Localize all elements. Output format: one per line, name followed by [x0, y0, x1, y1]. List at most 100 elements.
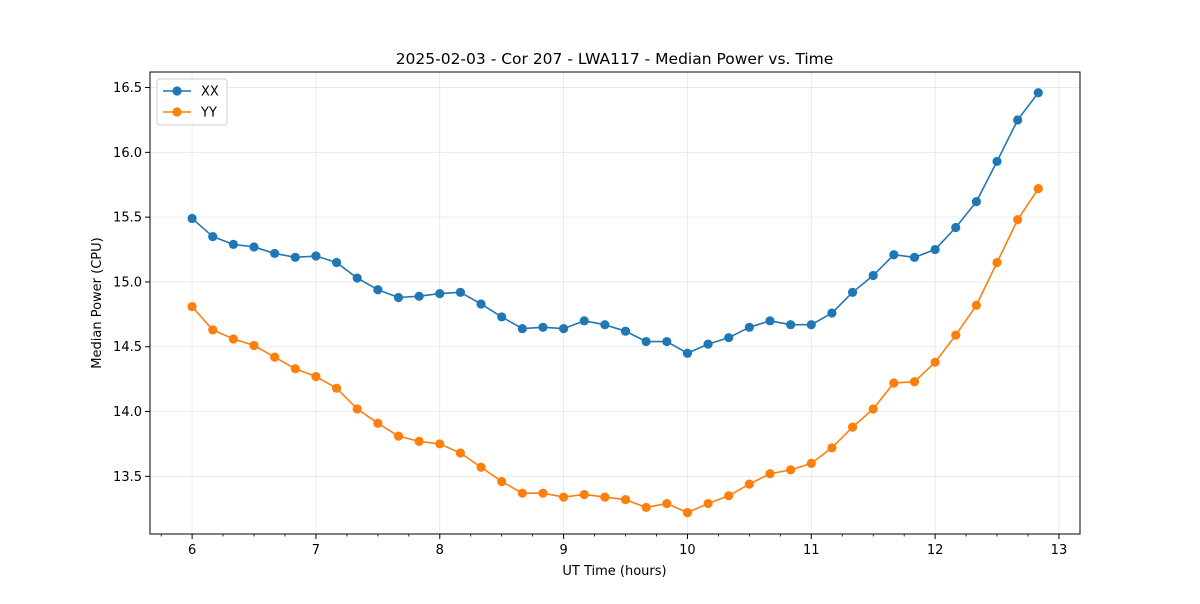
data-point-xx [703, 339, 713, 349]
legend-label: YY [200, 106, 217, 121]
data-point-yy [208, 325, 218, 335]
plot-frame [149, 71, 1081, 535]
y-axis-label: Median Power (CPU) [90, 237, 105, 368]
data-point-xx [724, 333, 734, 343]
data-point-xx [600, 320, 610, 330]
y-tick-label: 16.0 [113, 146, 142, 161]
data-point-xx [951, 222, 961, 233]
data-point-yy [249, 340, 259, 351]
data-point-yy [724, 491, 734, 501]
data-point-xx [909, 252, 920, 262]
x-tick-label: 11 [803, 543, 820, 558]
data-point-yy [538, 488, 548, 498]
data-point-xx [208, 231, 218, 242]
data-point-yy [1013, 215, 1023, 225]
data-point-xx [331, 257, 342, 268]
data-point-xx [682, 348, 693, 358]
data-point-yy [476, 462, 486, 472]
series-yy [187, 184, 1043, 518]
data-point-xx [187, 213, 197, 224]
y-tick-label: 15.5 [113, 211, 142, 226]
x-axis-label: UT Time (hours) [562, 564, 666, 579]
data-point-xx [311, 251, 321, 261]
data-point-yy [187, 301, 197, 312]
legend-marker [172, 86, 182, 96]
data-point-xx [744, 322, 754, 332]
data-point-xx [971, 196, 981, 207]
data-point-xx [538, 322, 548, 332]
data-point-yy [600, 492, 610, 502]
data-point-yy [868, 404, 878, 414]
data-point-xx [393, 292, 404, 303]
data-point-yy [682, 508, 693, 518]
data-point-yy [641, 502, 651, 513]
data-point-yy [992, 257, 1002, 268]
y-tick-label: 14.5 [113, 340, 142, 355]
data-point-yy [806, 458, 816, 468]
data-point-xx [786, 320, 796, 330]
data-point-yy [311, 371, 321, 382]
x-tick-label: 8 [436, 543, 444, 558]
data-point-xx [662, 336, 672, 347]
data-point-yy [889, 378, 899, 388]
data-point-yy [827, 443, 837, 453]
data-point-xx [806, 320, 816, 330]
data-point-yy [270, 352, 280, 362]
data-point-xx [1033, 88, 1043, 98]
x-tick-label: 9 [559, 543, 567, 558]
data-point-yy [455, 448, 466, 458]
data-point-yy [847, 422, 858, 432]
data-point-yy [228, 334, 238, 344]
x-tick-label: 10 [679, 543, 696, 558]
data-point-xx [827, 308, 837, 318]
data-point-yy [517, 488, 527, 498]
y-tick-label: 14.0 [113, 405, 142, 420]
data-point-xx [455, 287, 466, 297]
data-point-xx [352, 273, 362, 283]
data-point-xx [435, 289, 445, 299]
legend-label: XX [201, 85, 219, 100]
data-point-yy [786, 465, 796, 475]
data-point-xx [228, 239, 238, 249]
data-point-yy [909, 377, 920, 387]
data-point-yy [703, 498, 713, 509]
y-tick-label: 13.5 [113, 470, 142, 485]
data-point-xx [1013, 115, 1023, 125]
data-point-yy [930, 357, 940, 367]
series-xx [187, 88, 1043, 358]
data-point-yy [331, 383, 342, 393]
data-point-xx [868, 270, 878, 281]
data-point-yy [497, 476, 507, 487]
y-tick-label: 15.0 [113, 275, 142, 290]
data-point-xx [517, 323, 527, 334]
data-point-xx [497, 312, 507, 322]
data-point-yy [1033, 184, 1043, 194]
data-point-yy [662, 498, 672, 509]
data-point-xx [992, 156, 1002, 167]
data-point-xx [270, 248, 280, 259]
legend-marker [172, 107, 182, 117]
data-point-xx [579, 316, 589, 326]
x-tick-label: 6 [188, 543, 196, 558]
data-point-yy [951, 330, 961, 340]
data-point-xx [476, 299, 486, 309]
x-tick-label: 12 [927, 543, 944, 558]
x-tick-label: 13 [1051, 543, 1068, 558]
data-point-yy [393, 431, 404, 441]
legend: XX YY [156, 78, 228, 126]
data-point-yy [620, 495, 631, 505]
data-point-xx [290, 252, 300, 262]
data-point-yy [744, 479, 754, 489]
data-point-xx [414, 291, 424, 301]
data-point-xx [847, 287, 858, 297]
x-tick-label: 7 [312, 543, 320, 558]
data-point-xx [641, 336, 651, 347]
data-point-yy [414, 436, 424, 446]
data-point-yy [352, 404, 362, 414]
data-point-xx [889, 250, 899, 260]
data-point-xx [930, 244, 940, 255]
data-point-yy [559, 492, 569, 502]
y-tick-label: 16.5 [113, 81, 142, 96]
